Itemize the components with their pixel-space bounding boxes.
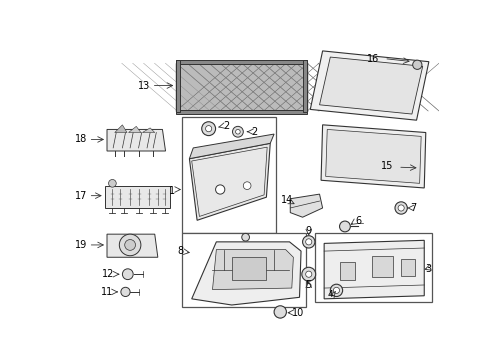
Polygon shape [191, 242, 301, 305]
Circle shape [205, 126, 211, 132]
Circle shape [302, 236, 314, 248]
Circle shape [394, 202, 407, 214]
Bar [176, 110, 306, 114]
Text: 7: 7 [409, 203, 416, 213]
Circle shape [333, 287, 339, 293]
Bar [314, 233, 431, 302]
Circle shape [305, 239, 311, 245]
Circle shape [329, 284, 342, 297]
Bar [176, 63, 306, 111]
Text: 2: 2 [251, 127, 258, 137]
Bar [176, 60, 306, 64]
Polygon shape [142, 128, 154, 132]
Circle shape [202, 122, 215, 136]
Bar [400, 259, 414, 276]
Circle shape [243, 182, 250, 189]
Circle shape [124, 239, 135, 250]
Text: 12: 12 [102, 269, 115, 279]
Polygon shape [325, 130, 420, 183]
Circle shape [397, 205, 404, 211]
Bar [371, 256, 393, 277]
Text: 13: 13 [138, 81, 150, 91]
Polygon shape [107, 234, 158, 257]
Text: 5: 5 [305, 280, 311, 290]
Text: 8: 8 [178, 246, 183, 256]
Circle shape [108, 180, 116, 187]
Text: 1: 1 [168, 186, 174, 196]
Text: 9: 9 [305, 226, 311, 236]
Circle shape [121, 287, 130, 297]
Bar [303, 60, 306, 112]
Circle shape [412, 60, 421, 69]
Bar [231, 257, 266, 280]
Polygon shape [128, 126, 141, 132]
Circle shape [339, 221, 349, 232]
Text: 15: 15 [380, 161, 393, 171]
Bar [182, 233, 305, 306]
Polygon shape [189, 143, 270, 220]
Text: 19: 19 [75, 240, 87, 250]
Circle shape [235, 130, 240, 134]
Circle shape [119, 234, 141, 256]
Bar [176, 60, 180, 112]
Circle shape [122, 269, 133, 280]
Text: 18: 18 [75, 134, 87, 144]
Circle shape [274, 306, 286, 318]
Polygon shape [290, 194, 322, 217]
Text: 16: 16 [366, 54, 379, 64]
Circle shape [215, 185, 224, 194]
Circle shape [305, 271, 311, 277]
Circle shape [301, 267, 315, 281]
Text: 3: 3 [425, 264, 431, 274]
Text: 4: 4 [327, 291, 332, 300]
Polygon shape [319, 57, 422, 114]
Polygon shape [212, 249, 293, 289]
Text: 14: 14 [281, 194, 293, 204]
Text: 17: 17 [75, 191, 87, 201]
Text: 6: 6 [354, 216, 360, 226]
Polygon shape [107, 130, 165, 151]
Polygon shape [189, 134, 274, 159]
Circle shape [232, 126, 243, 137]
Bar [339, 262, 354, 280]
Bar [182, 117, 276, 233]
Polygon shape [310, 51, 428, 120]
Polygon shape [321, 125, 425, 188]
Text: 11: 11 [101, 287, 113, 297]
Polygon shape [115, 125, 127, 132]
Polygon shape [104, 186, 170, 208]
Text: 10: 10 [291, 309, 304, 319]
Polygon shape [324, 240, 424, 299]
Text: 2: 2 [223, 121, 229, 131]
Circle shape [241, 233, 249, 241]
